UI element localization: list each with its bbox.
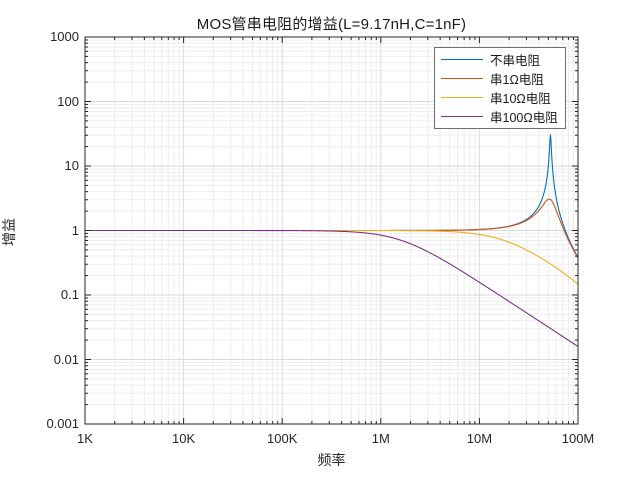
legend-item: 串100Ω电阻 bbox=[441, 107, 565, 126]
x-tick-label: 1K bbox=[77, 431, 93, 446]
y-tick-label: 1000 bbox=[50, 29, 79, 44]
legend-item-label: 串1Ω电阻 bbox=[490, 73, 544, 87]
legend-item: 串10Ω电阻 bbox=[441, 88, 565, 107]
y-tick-label: 0.01 bbox=[53, 351, 79, 367]
legend-line-swatch bbox=[441, 116, 483, 117]
legend-item: 串1Ω电阻 bbox=[441, 69, 565, 88]
y-tick-label: 0.1 bbox=[60, 287, 79, 302]
legend-line-swatch bbox=[441, 97, 483, 98]
x-tick-label: 10K bbox=[172, 431, 196, 446]
x-tick-label: 10M bbox=[466, 431, 493, 446]
legend-item: 不串电阻 bbox=[441, 50, 565, 69]
series-line-3 bbox=[84, 229, 579, 347]
y-tick-label: 0.001 bbox=[46, 416, 79, 431]
y-tick-label: 1 bbox=[71, 222, 79, 238]
x-tick-label: 100M bbox=[561, 431, 595, 446]
series-curves bbox=[84, 134, 579, 347]
y-tick-label: 100 bbox=[57, 93, 79, 109]
x-tick-label: 1M bbox=[371, 431, 390, 446]
series-line-2 bbox=[84, 229, 579, 285]
legend-line-swatch bbox=[441, 59, 483, 60]
chart-title: MOS管串电阻的增益(L=9.17nH,C=1nF) bbox=[196, 16, 467, 33]
legend-item-label: 不串电阻 bbox=[490, 54, 541, 68]
x-axis-label: 频率 bbox=[317, 452, 346, 468]
legend-line-swatch bbox=[441, 78, 483, 79]
series-line-0 bbox=[84, 134, 579, 258]
legend-item-label: 串100Ω电阻 bbox=[490, 111, 558, 125]
legend: 不串电阻串1Ω电阻串10Ω电阻 串100Ω电阻 bbox=[434, 47, 566, 129]
x-tick-label: 100K bbox=[267, 431, 298, 446]
legend-item-label: 串10Ω电阻 bbox=[490, 92, 551, 106]
y-tick-label: 10 bbox=[64, 158, 79, 173]
axis-box-and-ticks bbox=[84, 36, 579, 425]
series-line-1 bbox=[84, 198, 579, 259]
